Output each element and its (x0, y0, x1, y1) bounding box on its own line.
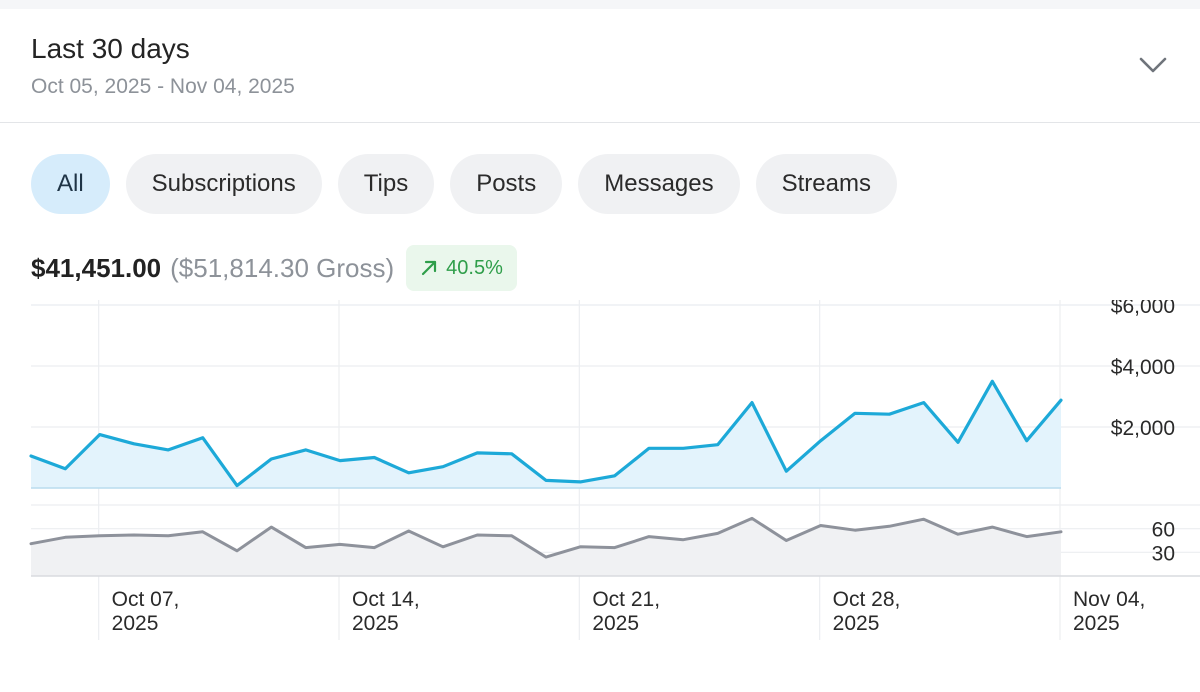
period-range: Oct 05, 2025 - Nov 04, 2025 (31, 75, 295, 98)
earnings-line[interactable] (29, 379, 1063, 488)
filter-chip-subscriptions[interactable]: Subscriptions (125, 154, 322, 214)
net-earnings: $41,451.00 (31, 252, 162, 283)
y-tick-label: 30 (1152, 542, 1175, 565)
earnings-summary: $41,451.00 ($51,814.30 Gross) 40.5% (31, 244, 517, 292)
x-tick-label: Oct 28, 2025 (833, 588, 901, 635)
growth-badge: 40.5% (406, 245, 517, 291)
growth-percent: 40.5% (446, 256, 503, 279)
filter-chip-all[interactable]: All (31, 154, 110, 214)
y-tick-label: $4,000 (1111, 356, 1175, 379)
arrow-up-right-icon (422, 260, 437, 276)
filter-chip-messages[interactable]: Messages (578, 154, 740, 214)
x-tick-label: Nov 04, 2025 (1073, 588, 1145, 635)
filter-chip-tips[interactable]: Tips (337, 154, 435, 214)
chevron-down-icon[interactable] (1138, 53, 1168, 77)
gross-earnings: ($51,814.30 Gross) (170, 252, 395, 283)
period-selector[interactable]: Last 30 days Oct 05, 2025 - Nov 04, 2025 (0, 9, 1200, 123)
y-tick-label: 60 (1152, 519, 1175, 542)
top-strip (0, 0, 1200, 9)
filter-chip-streams[interactable]: Streams (755, 154, 897, 214)
earnings-area (31, 381, 1061, 488)
period-title: Last 30 days (31, 33, 190, 64)
filter-chip-posts[interactable]: Posts (450, 154, 563, 214)
count-area (31, 518, 1061, 576)
count-line[interactable] (29, 516, 1063, 559)
x-tick-label: Oct 14, 2025 (352, 588, 420, 635)
x-tick-label: Oct 07, 2025 (112, 588, 180, 635)
y-tick-label: $6,000 (1111, 300, 1175, 318)
filter-chips: All Subscriptions Tips Posts Messages St… (31, 154, 897, 214)
y-tick-label: $2,000 (1111, 417, 1175, 440)
x-tick-label: Oct 21, 2025 (592, 588, 660, 635)
